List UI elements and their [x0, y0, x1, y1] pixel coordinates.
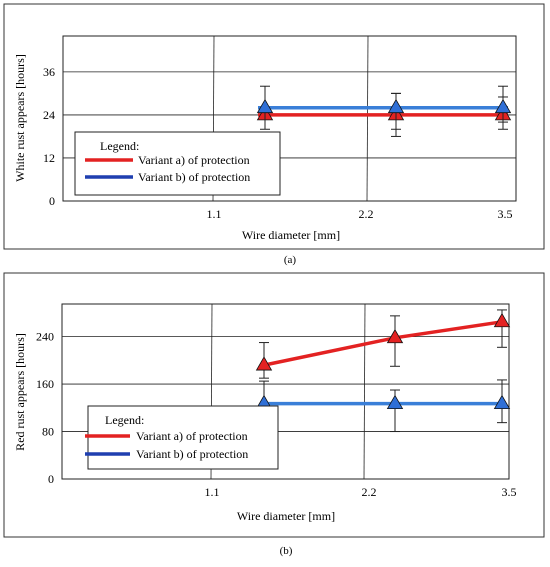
- plot-b-border: [61, 303, 510, 480]
- data-point-b-variant-b: [386, 394, 404, 410]
- x-tick-label-b: 2.2: [362, 485, 377, 499]
- legend-a-label-a: Variant a) of protection: [138, 153, 250, 167]
- data-point-a-variant-b: [494, 98, 512, 114]
- x-tick-label-a: 2.2: [359, 207, 374, 221]
- panel-b-frame: [3, 272, 545, 538]
- y-tick-label-a: 36: [43, 65, 55, 79]
- y-axis-label-a: White rust appears [hours]: [13, 54, 27, 182]
- panel-a-frame: [3, 3, 545, 250]
- y-tick-label-a: 12: [43, 151, 55, 165]
- y-tick-label-b: 240: [36, 330, 54, 344]
- legend-a-label-b: Variant b) of protection: [138, 170, 250, 184]
- caption-b: (b): [280, 545, 293, 557]
- x-axis-label-b: Wire diameter [mm]: [237, 509, 335, 523]
- legend-b-label-a: Variant a) of protection: [136, 429, 248, 443]
- y-tick-label-b: 160: [36, 377, 54, 391]
- legend-a: Legend: Variant a) of protection Variant…: [74, 131, 281, 196]
- data-point-a-variant-b: [256, 98, 274, 114]
- caption-a: (a): [284, 254, 297, 266]
- legend-b: Legend: Variant a) of protection Variant…: [85, 405, 279, 470]
- data-point-b-variant-a: [386, 328, 404, 344]
- x-tick-label-b: 1.1: [205, 485, 220, 499]
- x-tick-label-b: 3.5: [502, 485, 517, 499]
- series-line-b-variant-a: [259, 319, 506, 368]
- panel-b: 0 80 160 240 1.1 2.2 3.5 Red rust appears [hou…: [3, 272, 545, 557]
- plot-area-a: 0 12 24 36 1.1 2.2 3.5: [43, 35, 517, 221]
- plot-area-b: 0 80 160 240 1.1 2.2 3.5: [36, 303, 517, 499]
- x-tick-label-a: 3.5: [498, 207, 513, 221]
- x-gridline-a: [366, 35, 369, 202]
- legend-b-label-b: Variant b) of protection: [136, 447, 248, 461]
- plot-a-border: [62, 35, 517, 202]
- y-tick-label-a: 0: [49, 194, 55, 208]
- y-tick-label-a: 24: [43, 108, 55, 122]
- y-tick-label-b: 0: [48, 472, 54, 486]
- data-point-b-variant-b: [493, 394, 511, 410]
- legend-b-title: Legend:: [105, 413, 144, 427]
- legend-a-box: [74, 131, 281, 196]
- x-axis-label-a: Wire diameter [mm]: [242, 228, 340, 242]
- legend-a-title: Legend:: [100, 139, 139, 153]
- data-point-b-variant-a: [255, 356, 273, 371]
- panel-a: 0 12 24 36 1.1 2.2 3.5 White rust appears [hou…: [3, 3, 545, 266]
- y-axis-label-b: Red rust appears [hours]: [13, 333, 27, 451]
- x-gridline-b: [363, 303, 366, 480]
- data-point-a-variant-b: [387, 98, 405, 114]
- x-tick-label-a: 1.1: [207, 207, 222, 221]
- y-tick-label-b: 80: [42, 425, 54, 439]
- data-point-b-variant-a: [493, 312, 511, 328]
